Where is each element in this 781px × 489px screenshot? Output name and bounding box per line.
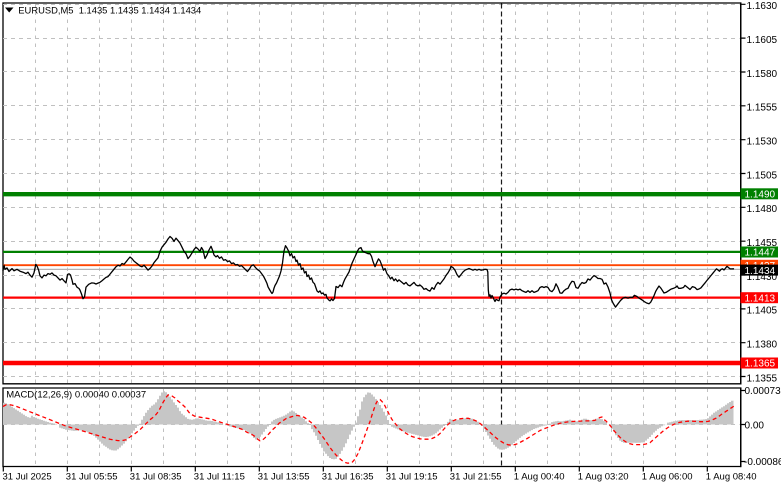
svg-text:1.1380: 1.1380	[747, 340, 778, 351]
svg-text:31 Jul 11:15: 31 Jul 11:15	[194, 472, 245, 483]
svg-text:0.00073: 0.00073	[745, 386, 781, 397]
svg-text:1.1413: 1.1413	[745, 293, 776, 304]
svg-text:1.1480: 1.1480	[747, 204, 778, 215]
svg-text:1.1530: 1.1530	[747, 137, 778, 148]
svg-text:1.1630: 1.1630	[747, 1, 778, 12]
svg-text:31 Jul 13:55: 31 Jul 13:55	[258, 472, 310, 483]
svg-text:31 Jul 05:55: 31 Jul 05:55	[66, 472, 118, 483]
svg-text:1.1430: 1.1430	[747, 272, 778, 283]
svg-text:31 Jul 2025: 31 Jul 2025	[3, 472, 52, 483]
svg-text:1.1505: 1.1505	[747, 170, 778, 181]
svg-text:1.1447: 1.1447	[745, 248, 776, 259]
svg-text:1.1434: 1.1434	[745, 266, 776, 277]
svg-text:31 Jul 19:15: 31 Jul 19:15	[386, 472, 438, 483]
svg-text:0.00: 0.00	[745, 421, 765, 432]
svg-text:1 Aug 00:40: 1 Aug 00:40	[514, 472, 565, 483]
svg-text:1 Aug 08:40: 1 Aug 08:40	[706, 472, 757, 483]
svg-text:1.1455: 1.1455	[747, 238, 778, 249]
svg-text:-0.00086: -0.00086	[744, 457, 781, 468]
svg-text:1.1405: 1.1405	[747, 306, 778, 317]
svg-text:EURUSD,M5 1.1435 1.1435 1.143: EURUSD,M5 1.1435 1.1435 1.1434 1.1434	[18, 4, 201, 15]
svg-text:1.1490: 1.1490	[745, 190, 776, 201]
svg-text:1.1555: 1.1555	[747, 103, 778, 114]
svg-text:31 Jul 21:55: 31 Jul 21:55	[450, 472, 502, 483]
svg-text:1.1580: 1.1580	[747, 69, 778, 80]
svg-text:1 Aug 03:20: 1 Aug 03:20	[578, 472, 629, 483]
svg-text:1.1365: 1.1365	[745, 359, 776, 370]
svg-text:MACD(12,26,9) 0.00040 0.00037: MACD(12,26,9) 0.00040 0.00037	[6, 389, 146, 400]
svg-text:31 Jul 16:35: 31 Jul 16:35	[322, 472, 374, 483]
svg-text:31 Jul 08:35: 31 Jul 08:35	[130, 472, 182, 483]
svg-text:1.1605: 1.1605	[747, 35, 778, 46]
svg-text:1 Aug 06:00: 1 Aug 06:00	[642, 472, 693, 483]
svg-text:1.1355: 1.1355	[747, 373, 778, 384]
